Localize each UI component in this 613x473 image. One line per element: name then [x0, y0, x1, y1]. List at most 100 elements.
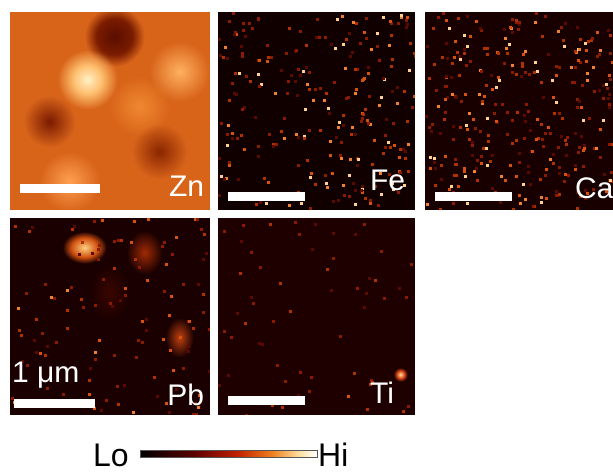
speckle	[146, 279, 149, 282]
panel-label: Ca	[575, 174, 613, 204]
speckle	[73, 225, 76, 228]
speckle	[432, 27, 435, 30]
speckle	[257, 17, 260, 20]
speckle	[457, 17, 460, 20]
speckle	[208, 370, 210, 373]
speckle	[521, 65, 524, 68]
speckle	[576, 26, 579, 29]
speckle	[448, 27, 451, 30]
speckle	[124, 294, 127, 297]
speckle	[503, 28, 506, 31]
speckle	[553, 112, 556, 115]
speckle	[406, 16, 409, 19]
speckle	[413, 95, 415, 98]
speckle	[580, 106, 583, 109]
speckle	[66, 309, 69, 312]
speckle	[518, 194, 521, 197]
speckle	[552, 153, 555, 156]
speckle	[156, 395, 159, 398]
speckle	[454, 163, 457, 166]
speckle	[133, 220, 136, 223]
speckle	[480, 162, 483, 165]
speckle	[540, 201, 543, 204]
speckle	[302, 70, 305, 73]
speckle	[239, 272, 242, 275]
speckle	[592, 66, 595, 69]
speckle	[580, 135, 583, 138]
speckle	[392, 122, 395, 125]
ti-map: Ti	[218, 218, 415, 415]
speckle	[328, 112, 331, 115]
speckle	[299, 371, 302, 374]
speckle	[400, 14, 403, 17]
speckle	[544, 15, 547, 18]
speckle	[361, 117, 364, 120]
speckle	[340, 141, 343, 144]
speckle	[508, 43, 511, 46]
speckle	[367, 66, 370, 69]
panel-label: Ti	[370, 379, 394, 409]
speckle	[120, 239, 123, 242]
speckle	[288, 204, 291, 207]
speckle	[257, 155, 260, 158]
speckle	[330, 289, 333, 292]
speckle	[527, 110, 530, 113]
speckle	[466, 45, 469, 48]
speckle	[267, 181, 270, 184]
speckle	[111, 305, 114, 308]
speckle	[298, 233, 301, 236]
speckle	[360, 120, 363, 123]
speckle	[270, 56, 273, 59]
speckle	[237, 178, 240, 181]
speckle	[541, 35, 544, 38]
speckle	[153, 376, 156, 379]
speckle	[326, 186, 329, 189]
speckle	[285, 52, 288, 55]
speckle	[296, 94, 299, 97]
speckle	[527, 171, 530, 174]
speckle	[94, 358, 97, 361]
speckle	[466, 202, 469, 205]
speckle	[523, 137, 526, 140]
speckle	[409, 42, 412, 45]
speckle	[504, 37, 507, 40]
speckle	[342, 124, 345, 127]
speckle	[389, 146, 392, 149]
speckle	[398, 156, 401, 159]
speckle	[266, 60, 269, 63]
speckle	[231, 132, 234, 135]
speckle	[474, 127, 477, 130]
speckle	[479, 27, 482, 30]
speckle	[272, 320, 275, 323]
speckle	[464, 175, 467, 178]
speckle	[519, 202, 522, 205]
speckle	[141, 320, 144, 323]
speckle	[326, 268, 329, 271]
speckle	[382, 16, 385, 19]
speckle	[511, 31, 514, 34]
speckle	[405, 19, 408, 22]
speckle	[433, 63, 436, 66]
speckle	[596, 31, 599, 34]
speckle	[299, 74, 302, 77]
speckle	[578, 146, 581, 149]
speckle	[384, 146, 387, 149]
speckle	[236, 312, 239, 315]
speckle	[466, 128, 469, 131]
speckle	[439, 132, 442, 135]
speckle	[240, 240, 243, 243]
speckle	[527, 165, 530, 168]
speckle	[323, 99, 326, 102]
speckle	[486, 117, 489, 120]
speckle	[598, 89, 601, 92]
speckle	[369, 199, 372, 202]
speckle	[241, 108, 244, 111]
speckle	[297, 68, 300, 71]
speckle	[241, 55, 244, 58]
speckle	[348, 195, 351, 198]
speckle	[341, 15, 344, 18]
speckle	[378, 104, 381, 107]
speckle	[494, 103, 497, 106]
speckle	[534, 21, 537, 24]
speckle	[101, 219, 104, 222]
